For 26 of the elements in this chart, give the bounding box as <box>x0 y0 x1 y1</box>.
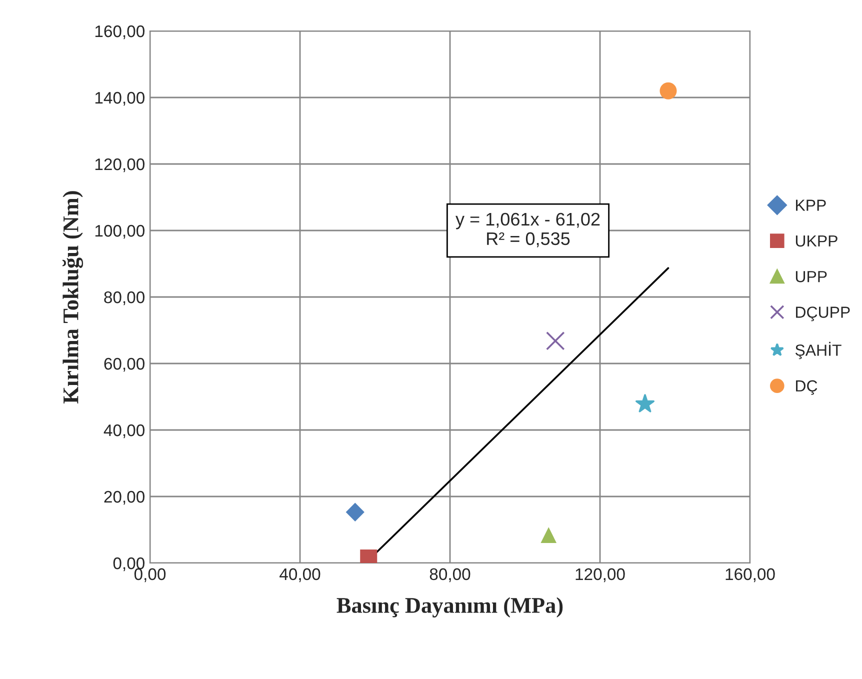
y-tick-label: 60,00 <box>104 358 144 372</box>
point <box>540 527 557 543</box>
legend-label: UPP <box>796 271 827 282</box>
y-tick-label: 20,00 <box>104 490 144 505</box>
point <box>660 82 677 100</box>
x-axis-title: Basınç Dayanımı (MPa) <box>336 597 563 618</box>
legend-label: ŞAHİT <box>795 342 842 360</box>
legend-label: DÇUPP <box>796 306 850 322</box>
point <box>635 394 655 412</box>
y-axis-title: Kırılma Tokluğu (Nm) <box>62 191 84 404</box>
annotation: y = 1,061x - 61,02 R² = 0,535 <box>456 212 600 248</box>
y-tick-label: 160,00 <box>95 25 144 40</box>
legend-label: KPP <box>796 200 826 211</box>
y-tick-label: 40,00 <box>104 424 144 438</box>
x-tick-label: 40,00 <box>280 568 320 582</box>
y-tick-label: 80,00 <box>104 291 144 306</box>
y-tick-label: 120,00 <box>95 158 144 172</box>
legend-label: DÇ <box>796 380 818 395</box>
point <box>546 331 565 350</box>
x-tick-label: 80,00 <box>430 568 470 582</box>
y-tick-label: 100,00 <box>95 224 144 239</box>
legend-label: UKPP <box>796 235 838 247</box>
x-tick-label: 160,00 <box>726 568 775 582</box>
y-tick-label: 140,00 <box>95 92 144 106</box>
point <box>346 502 364 522</box>
x-tick-label: 120,00 <box>576 568 625 582</box>
